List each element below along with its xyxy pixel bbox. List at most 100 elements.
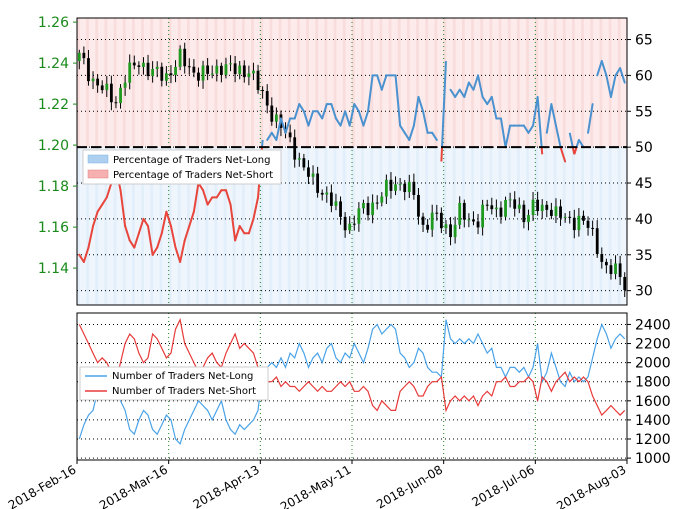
candle-body <box>586 220 590 228</box>
candle-body <box>288 132 292 138</box>
candle-body <box>572 217 576 231</box>
price-tick-label: 1.20 <box>38 138 69 154</box>
candle-body <box>417 194 420 217</box>
candle-body <box>366 202 370 216</box>
long-zone-stripe <box>434 147 438 305</box>
candle-body <box>206 65 210 74</box>
percent-tick-label: 60 <box>635 68 653 84</box>
long-zone-stripe <box>599 147 603 305</box>
short-zone-stripe <box>480 18 484 148</box>
long-zone-stripe <box>324 147 328 305</box>
sentiment-segment <box>577 138 585 149</box>
candle-body <box>380 196 384 203</box>
sentiment-segment <box>472 74 480 91</box>
candle-body <box>128 62 132 83</box>
candle-body <box>375 202 379 204</box>
short-zone-stripe <box>141 18 144 148</box>
candle-body <box>559 206 562 218</box>
long-zone-stripe <box>177 147 181 305</box>
short-zone-stripe <box>324 18 328 148</box>
sentiment-segment <box>499 117 507 149</box>
sentiment-segment <box>119 189 127 228</box>
long-zone-stripe <box>608 147 612 305</box>
long-zone-stripe <box>590 147 594 305</box>
date-tick-label: 2018-Mar-16 <box>97 462 170 509</box>
short-zone-stripe <box>168 18 172 148</box>
short-zone-stripe <box>471 18 474 148</box>
sentiment-segment <box>302 110 310 127</box>
sentiment-segment <box>275 117 282 141</box>
short-zone-stripe <box>177 18 181 148</box>
short-zone-stripe <box>287 18 291 148</box>
long-zone-stripe <box>397 147 401 305</box>
candle-body <box>297 158 301 160</box>
count-tick-label: 1200 <box>635 432 671 448</box>
count-tick-label: 1400 <box>635 413 671 429</box>
short-zone-stripe <box>599 18 603 148</box>
short-zone-stripe <box>544 18 548 148</box>
long-zone-stripe <box>297 147 300 305</box>
sentiment-segment <box>339 110 347 127</box>
candle-body <box>210 73 214 75</box>
long-zone-stripe <box>141 147 144 305</box>
candle-body <box>476 221 480 228</box>
short-zone-stripe <box>590 18 594 148</box>
candle-body <box>256 70 260 90</box>
date-tick-label: 2018-Feb-16 <box>6 462 79 509</box>
long-zone-stripe <box>95 147 99 305</box>
percent-tick-label: 65 <box>635 33 653 49</box>
candle-body <box>412 181 416 195</box>
count-tick-label: 2000 <box>635 356 671 372</box>
candle-body <box>348 223 352 231</box>
sentiment-segment <box>536 96 543 148</box>
sentiment-segment <box>101 196 108 206</box>
long-zone-stripe <box>306 147 309 305</box>
candle-body <box>504 199 507 217</box>
sentiment-segment <box>229 203 237 242</box>
short-zone-stripe <box>278 18 282 148</box>
short-zone-stripe <box>150 18 154 148</box>
sentiment-segment <box>224 189 232 206</box>
sentiment-segment <box>321 103 328 120</box>
candle-body <box>403 183 407 193</box>
percent-tick-label: 40 <box>635 212 653 228</box>
percent-axis: 30 35 40 45 50 55 60 65 <box>627 33 653 300</box>
candle-body <box>293 137 297 160</box>
short-zone-stripe <box>104 18 108 148</box>
candle-body <box>439 212 443 229</box>
sentiment-segment <box>394 74 402 127</box>
candle-body <box>362 202 365 209</box>
candle-body <box>508 199 512 201</box>
short-zone-stripe <box>416 18 419 148</box>
long-zone-stripe <box>113 147 117 305</box>
candle-body <box>247 73 251 78</box>
long-zone-stripe <box>416 147 419 305</box>
long-zone-stripe <box>498 147 502 305</box>
candle-body <box>490 205 494 210</box>
price-tick-label: 1.16 <box>38 220 69 236</box>
price-axis: 1.14 1.16 1.18 1.20 1.22 1.24 1.26 <box>38 15 77 277</box>
sentiment-segment <box>481 95 489 106</box>
sentiment-segment <box>307 110 315 127</box>
candle-body <box>453 224 457 238</box>
sentiment-segment <box>179 239 186 263</box>
candle-body <box>623 276 627 291</box>
sentiment-segment <box>133 232 140 249</box>
legend-label-count-long: Number of Traders Net-Long <box>112 371 253 382</box>
percent-tick-label: 35 <box>635 248 653 264</box>
short-zone-stripe <box>407 18 410 148</box>
long-zone-stripe <box>489 147 493 305</box>
candle-body <box>582 215 585 221</box>
short-zone-stripe <box>205 18 209 148</box>
short-zone-stripe <box>526 18 529 148</box>
candle-body <box>522 204 526 223</box>
short-zone-stripe <box>562 18 566 148</box>
price-tick-label: 1.24 <box>38 56 69 72</box>
short-zone-stripe <box>489 18 493 148</box>
candle-body <box>132 62 136 66</box>
sentiment-segment <box>614 67 622 77</box>
sentiment-segment <box>527 124 535 134</box>
sentiment-segment <box>151 246 159 256</box>
long-zone-stripe <box>104 147 108 305</box>
long-zone-stripe <box>132 147 135 305</box>
